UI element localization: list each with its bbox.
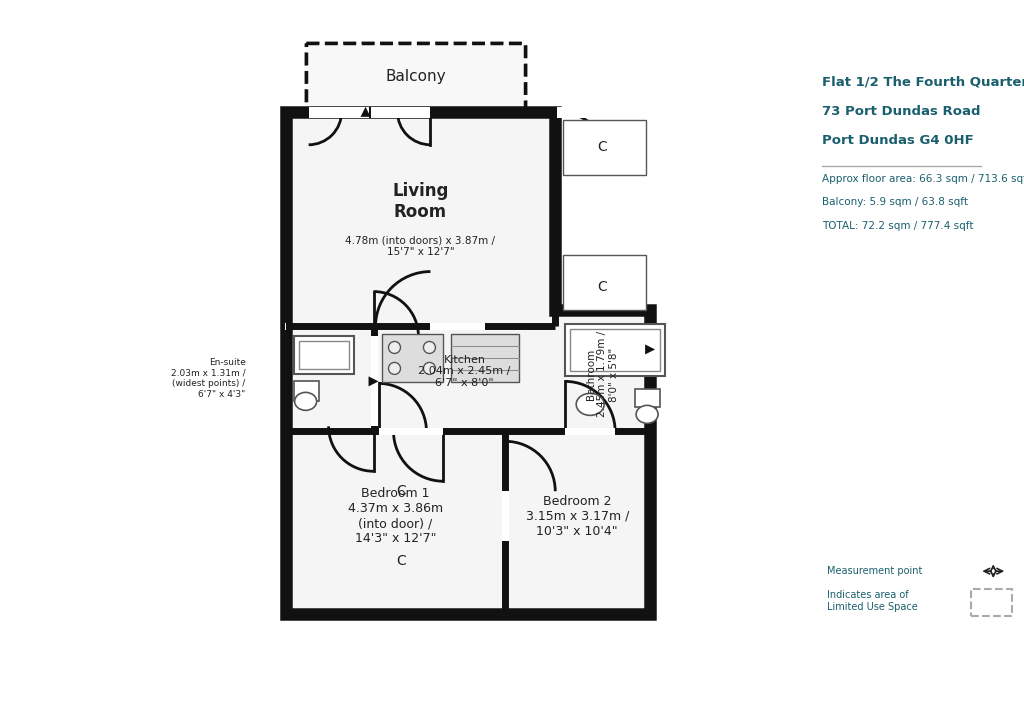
Polygon shape xyxy=(480,609,490,619)
Bar xyxy=(382,335,443,382)
Text: TOTAL: 72.2 sqm / 777.4 sqft: TOTAL: 72.2 sqm / 777.4 sqft xyxy=(822,221,974,231)
Bar xyxy=(563,254,646,309)
Bar xyxy=(430,323,485,330)
Text: C: C xyxy=(597,140,607,154)
Bar xyxy=(565,428,615,435)
Bar xyxy=(570,330,660,372)
Text: Balcony: Balcony xyxy=(385,69,445,85)
Text: Plan produced for Rettie by RICS Certified Property Measurer in accordance with : Plan produced for Rettie by RICS Certifi… xyxy=(660,661,1018,691)
Polygon shape xyxy=(281,187,291,197)
Text: 73 Port Dundas Road: 73 Port Dundas Road xyxy=(822,105,981,118)
Bar xyxy=(294,382,318,401)
Bar xyxy=(371,336,378,382)
Polygon shape xyxy=(369,377,379,386)
Text: Measurement point: Measurement point xyxy=(827,566,923,576)
Text: RICS: RICS xyxy=(627,656,648,664)
Bar xyxy=(393,428,443,435)
Bar xyxy=(294,336,353,375)
Text: Limited Use Space: Limited Use Space xyxy=(827,602,919,612)
Text: 4.78m (into doors) x 3.87m /
15'7" x 12'7": 4.78m (into doors) x 3.87m / 15'7" x 12'… xyxy=(345,236,496,257)
Text: Bedroom 2
3.15m x 3.17m /
10'3" x 10'4": Bedroom 2 3.15m x 3.17m / 10'3" x 10'4" xyxy=(525,495,629,538)
Polygon shape xyxy=(281,351,291,362)
Text: Balcony: 5.9 sqm / 63.8 sqft: Balcony: 5.9 sqm / 63.8 sqft xyxy=(822,197,969,208)
Bar xyxy=(308,107,369,118)
Text: C: C xyxy=(396,554,407,568)
Bar xyxy=(557,107,612,118)
Text: RETTIE: RETTIE xyxy=(118,657,269,695)
Text: Living
Room: Living Room xyxy=(392,182,449,221)
Ellipse shape xyxy=(636,406,658,424)
Text: Certified
Property
Measurer: Certified Property Measurer xyxy=(623,672,652,688)
Circle shape xyxy=(388,341,400,354)
Text: C: C xyxy=(597,280,607,294)
Circle shape xyxy=(424,341,435,354)
Circle shape xyxy=(388,362,400,375)
Polygon shape xyxy=(615,609,625,619)
Text: C: C xyxy=(396,484,407,498)
Polygon shape xyxy=(501,609,510,619)
Bar xyxy=(452,335,519,382)
Text: Indicates area of: Indicates area of xyxy=(827,590,909,600)
Text: Flat 1/2 The Fourth Quarter: Flat 1/2 The Fourth Quarter xyxy=(822,76,1024,89)
Polygon shape xyxy=(360,107,371,117)
Polygon shape xyxy=(645,506,655,516)
Bar xyxy=(563,120,646,175)
Polygon shape xyxy=(331,609,341,619)
Circle shape xyxy=(424,362,435,375)
Text: En-suite
2.03m x 1.31m /
(widest points) /
6'7" x 4'3": En-suite 2.03m x 1.31m / (widest points)… xyxy=(171,359,246,398)
Bar xyxy=(565,325,665,377)
Bar xyxy=(635,390,660,407)
Polygon shape xyxy=(286,112,650,614)
Bar xyxy=(371,107,430,118)
Bar xyxy=(305,43,525,111)
Bar xyxy=(299,341,348,369)
Text: Approx floor area: 66.3 sqm / 713.6 sqft: Approx floor area: 66.3 sqm / 713.6 sqft xyxy=(822,174,1024,184)
Polygon shape xyxy=(645,344,655,354)
Bar xyxy=(503,491,509,541)
Bar xyxy=(371,382,378,427)
Ellipse shape xyxy=(295,393,316,411)
Ellipse shape xyxy=(577,393,604,415)
Text: Bathroom
2.45m x 1.79m /
8'0" x 5'8": Bathroom 2.45m x 1.79m / 8'0" x 5'8" xyxy=(586,331,618,417)
Polygon shape xyxy=(281,506,291,516)
Bar xyxy=(379,428,426,435)
Text: Port Dundas G4 0HF: Port Dundas G4 0HF xyxy=(822,134,974,147)
Text: Bedroom 1
4.37m x 3.86m
(into door) /
14'3" x 12'7": Bedroom 1 4.37m x 3.86m (into door) / 14… xyxy=(348,487,443,545)
Polygon shape xyxy=(520,107,530,117)
Bar xyxy=(305,43,525,111)
Text: Kitchen
2.04m x 2.45m /
6'7" x 8'0": Kitchen 2.04m x 2.45m / 6'7" x 8'0" xyxy=(418,355,511,388)
